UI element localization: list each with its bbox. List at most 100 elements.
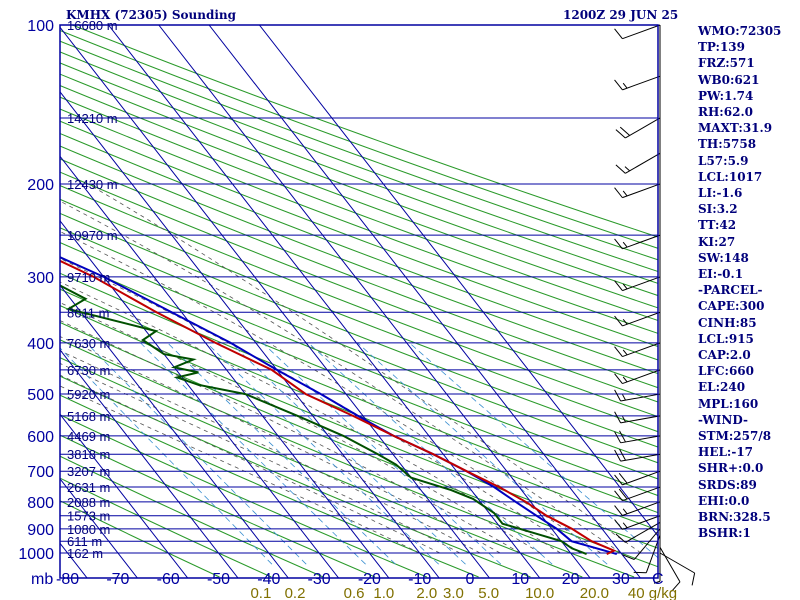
dry-adiabat-line [60, 242, 658, 480]
index-line: SHR+:0.0 [698, 461, 764, 476]
height-label: 14210 m [67, 111, 118, 126]
isotherm-line [60, 284, 289, 578]
dry-adiabat-line [60, 132, 658, 361]
wind-barb-flag [614, 315, 623, 327]
dry-adiabat-line [60, 357, 583, 578]
dry-adiabat-line [60, 288, 658, 531]
pressure-label: 100 [27, 18, 54, 35]
index-line: -WIND- [698, 412, 748, 427]
height-label: 1573 m [67, 509, 110, 524]
mixing-ratio-label: 0.1 [250, 585, 271, 600]
mixing-ratio-line [230, 342, 466, 565]
dry-adiabat-line [60, 29, 658, 249]
wind-barb-staff [622, 183, 661, 199]
mixing-ratio-label: 3.0 [443, 585, 464, 600]
wind-barb-flag [618, 488, 628, 500]
index-line: SW:148 [698, 250, 749, 265]
wind-barb-staff [622, 515, 661, 530]
wind-barb [614, 342, 661, 358]
wind-barb [615, 152, 661, 174]
wind-barb-staff [620, 453, 661, 462]
wind-barb-staff [622, 501, 661, 516]
index-line: CAP:2.0 [698, 348, 751, 362]
dry-adiabat-line [60, 305, 658, 549]
height-label: 10970 m [67, 228, 118, 243]
height-label: 3818 m [67, 447, 110, 462]
index-line: KI:27 [698, 234, 736, 249]
temperature-label: -40 [257, 571, 280, 588]
isotherm-line [60, 155, 390, 578]
wind-barb-staff [625, 117, 661, 139]
height-label: 8611 m [67, 305, 109, 320]
isotherm-line [60, 413, 189, 578]
index-line: STM:257/8 [698, 429, 772, 443]
mixing-ratio-line [86, 342, 307, 565]
temperature-label: 10 [511, 571, 529, 588]
plot-frame [59, 24, 659, 579]
wind-barb [614, 515, 661, 530]
mixing-ratio-line [206, 342, 439, 565]
pressure-label: 600 [27, 429, 54, 446]
wind-barb [659, 552, 696, 586]
wind-barb-staff [659, 546, 681, 583]
wind-barb [622, 528, 661, 560]
index-line: LI:-1.6 [698, 186, 743, 200]
moist-adiabat-line [60, 302, 541, 554]
index-line: TH:5758 [698, 137, 757, 152]
wind-barb-staff [633, 528, 661, 560]
wind-barb [615, 117, 661, 139]
isotherm-line [208, 25, 641, 578]
pressure-label: 700 [27, 464, 54, 481]
temperature-label: -50 [207, 571, 230, 588]
wind-barb-halfflag [622, 318, 628, 325]
index-line: RH:62.0 [698, 105, 753, 119]
index-line: FRZ:571 [698, 56, 755, 71]
isotherm-line [60, 477, 138, 578]
wind-barb-flag [614, 474, 623, 486]
wind-barb [614, 311, 661, 327]
wind-barb-halfflag [622, 416, 626, 423]
wind-barb-staff [622, 369, 661, 385]
wind-barb [614, 24, 661, 40]
index-line: LFC:660 [698, 364, 754, 379]
moist-adiabat-line [60, 320, 521, 554]
wind-barb-staff [620, 415, 661, 424]
height-label: 162 m [67, 546, 103, 561]
height-label: 611 m [67, 534, 102, 549]
mixing-ratio-label: 2.0 [416, 585, 437, 600]
index-line: -PARCEL- [698, 283, 763, 298]
dry-adiabat-line [72, 25, 658, 238]
height-label: 1080 m [67, 522, 110, 537]
isotherm-line [60, 26, 490, 578]
temperature-label: -60 [157, 571, 180, 588]
pressure-label: 200 [27, 177, 54, 194]
index-line: HEL:-17 [698, 445, 754, 460]
height-label: 7630 m [67, 336, 110, 351]
mixing-ratio-label: 0.6 [344, 585, 365, 600]
pressure-axis-labels: 100 200 300 400 500 600 700 800 900 1000 mb [18, 18, 54, 588]
wind-barb-flag [614, 519, 623, 530]
wind-barb [614, 448, 661, 462]
wind-barb-staff [622, 75, 661, 91]
index-line: TT:42 [698, 218, 737, 233]
wind-barb [614, 389, 661, 402]
dewpoint-trace [60, 284, 587, 556]
wind-barb-flag [615, 533, 626, 543]
mixing-ratio-label: 10.0 [525, 585, 554, 600]
dry-adiabat-line [60, 321, 658, 568]
wind-barb-flag [619, 430, 626, 443]
isobar-lines [60, 24, 658, 554]
dry-adiabat-line [60, 51, 658, 273]
wind-barb-staff [622, 486, 661, 502]
dry-adiabat-line [60, 171, 658, 403]
isotherm-line [60, 91, 440, 578]
dry-adiabat-line [60, 375, 531, 578]
wind-barb-flag [622, 554, 635, 560]
wind-barb-halfflag [622, 283, 628, 290]
isotherm-line [60, 348, 239, 578]
wind-barb-staff [622, 276, 661, 292]
mixing-ratio-line [262, 342, 502, 565]
wind-barb-staff [625, 152, 661, 174]
wind-barb [614, 183, 661, 199]
